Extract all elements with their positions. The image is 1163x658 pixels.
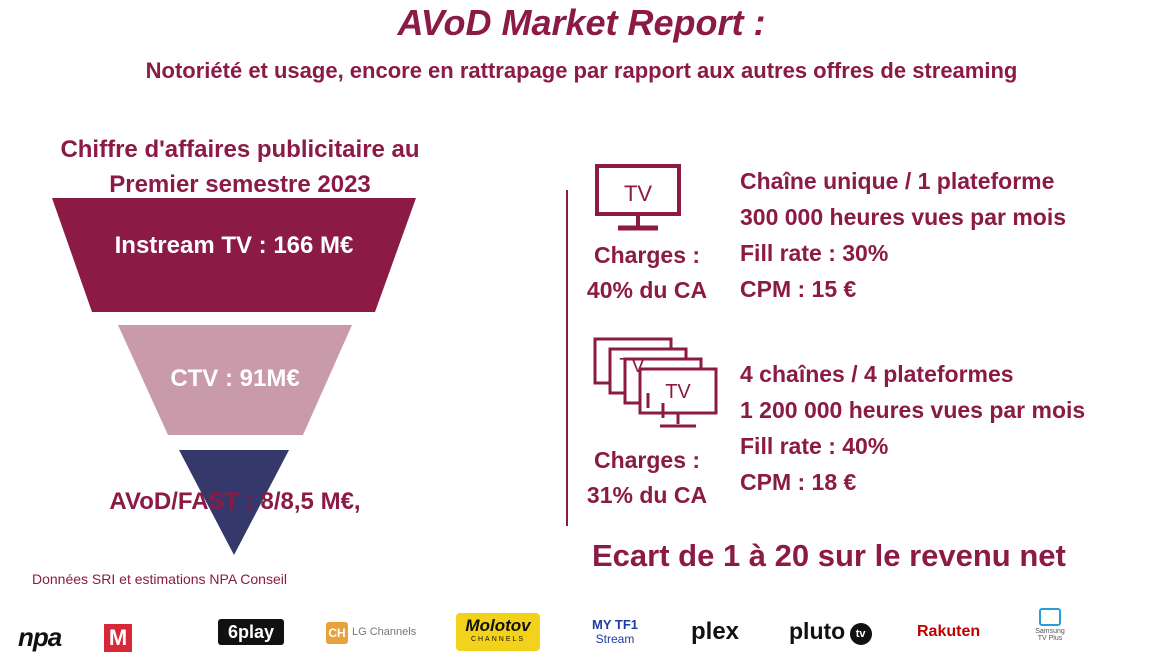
funnel-label-ctv: CTV : 91M€	[170, 365, 300, 392]
multi-tv-icon-label: TV	[619, 355, 645, 377]
samsung-tv-plus-logo: Samsung TV Plus	[1026, 608, 1074, 642]
pluto-text: pluto	[789, 618, 846, 644]
npa-logo: npa	[18, 622, 62, 652]
stat-line: 300 000 heures vues par mois	[740, 204, 1067, 230]
rakuten-logo: Rakuten	[917, 623, 981, 640]
funnel-tier-instream	[52, 198, 416, 312]
svg-text:TV: TV	[665, 381, 691, 403]
molotov-logo: Molotov CHANNELS	[456, 613, 540, 651]
funnel-tier-ctv	[118, 325, 352, 435]
samsung-line1: Samsung	[1035, 628, 1065, 635]
mytf1-sub: Stream	[595, 632, 635, 646]
pluto-logo: pluto tv	[789, 618, 872, 645]
stats-block-2: 4 chaînes / 4 plateformes 1 200 000 heur…	[740, 356, 1085, 500]
stat-line: 4 chaînes / 4 plateformes	[740, 361, 1014, 387]
stat-line: CPM : 18 €	[740, 469, 857, 495]
lg-channels-logo: LG Channels	[352, 626, 417, 638]
funnel-label-instream: Instream TV : 166 M€	[114, 232, 354, 259]
vertical-divider	[566, 190, 568, 526]
charges-value-1: 40% du CA	[586, 277, 708, 303]
stats-block-1: Chaîne unique / 1 plateforme 300 000 heu…	[740, 163, 1066, 307]
multi-tv-icon: TV TV	[593, 337, 718, 428]
stat-line: CPM : 15 €	[740, 276, 857, 302]
charges-value-2: 31% du CA	[586, 482, 708, 508]
stat-line: Chaîne unique / 1 plateforme	[740, 168, 1055, 194]
mytf1-text: MY TF1	[592, 617, 638, 632]
stat-line: 1 200 000 heures vues par mois	[740, 397, 1086, 423]
page-subtitle: Notoriété et usage, encore en rattrapage…	[145, 58, 1018, 83]
tv-icon: TV	[595, 164, 681, 231]
m-logo: M	[104, 624, 132, 652]
conclusion-text: Ecart de 1 à 20 sur le revenu net	[592, 538, 1066, 573]
pluto-tv-badge: tv	[849, 623, 872, 645]
stat-line: Fill rate : 40%	[740, 433, 889, 459]
lg-channels-icon: CH	[326, 622, 348, 644]
molotov-text: Molotov	[465, 616, 531, 635]
source-note: Données SRI et estimations NPA Conseil	[32, 571, 287, 587]
funnel-tier-avod	[179, 450, 289, 555]
mytf1-logo: MY TF1 Stream	[576, 617, 654, 646]
molotov-sub: CHANNELS	[470, 636, 526, 643]
funnel-label-avod: AVoD/FAST : 8/8,5 M€,	[109, 488, 361, 515]
page-title: AVoD Market Report :	[397, 2, 766, 43]
samsung-line2: TV Plus	[1037, 635, 1063, 642]
samsung-tv-plus-icon	[1039, 608, 1061, 626]
plex-logo: plex	[691, 618, 740, 645]
charges-label-2: Charges :	[593, 447, 701, 473]
revenue-heading-line2: Premier semestre 2023	[109, 171, 371, 198]
charges-block-2: Charges : 31% du CA	[572, 443, 722, 513]
charges-block-1: Charges : 40% du CA	[572, 238, 722, 308]
revenue-heading: Chiffre d'affaires publicitaire au Premi…	[20, 132, 460, 202]
tv-icon-label: TV	[624, 181, 652, 206]
6play-logo: 6play	[218, 619, 284, 645]
stat-line: Fill rate : 30%	[740, 240, 889, 266]
revenue-heading-line1: Chiffre d'affaires publicitaire au	[60, 136, 420, 163]
charges-label-1: Charges :	[593, 242, 701, 268]
